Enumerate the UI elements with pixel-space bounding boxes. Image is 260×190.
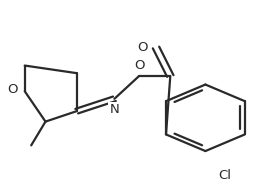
- Text: O: O: [8, 83, 18, 96]
- Text: O: O: [138, 41, 148, 54]
- Text: O: O: [134, 59, 144, 72]
- Text: Cl: Cl: [218, 169, 231, 182]
- Text: N: N: [109, 103, 119, 116]
